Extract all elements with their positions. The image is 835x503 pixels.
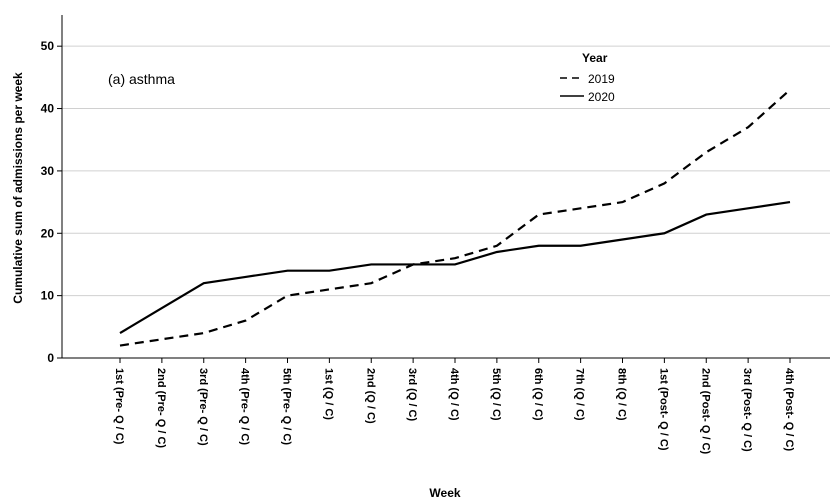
x-tick-label: 1st (Q / C) <box>322 368 334 420</box>
line-series <box>119 89 791 347</box>
x-tick-label: 8th (Q / C) <box>616 368 628 421</box>
x-tick-label: 6th (Q / C) <box>532 368 544 421</box>
x-tick-label: 3rd (Pre- Q / C) <box>197 368 209 446</box>
y-tick-label: 50 <box>41 39 55 53</box>
line-series <box>119 201 791 334</box>
x-tick-label: 1st (Pre- Q / C) <box>113 368 125 445</box>
x-tick-label: 2nd (Pre- Q / C) <box>155 368 167 448</box>
y-tick-label: 40 <box>41 102 55 116</box>
annotation: (a) asthma <box>108 71 175 87</box>
x-tick-label: 2nd (Q / C) <box>364 368 376 424</box>
x-tick-label: 4th (Q / C) <box>448 368 460 421</box>
x-tick-label: 5th (Q / C) <box>490 368 502 421</box>
x-tick-label: 3rd (Q / C) <box>406 368 418 422</box>
y-axis-label: Cumulative sum of admissions per week <box>11 72 25 304</box>
legend-label: 2020 <box>588 90 615 104</box>
x-tick-label: 7th (Q / C) <box>574 368 586 421</box>
x-tick-label: 2nd (Post- Q / C) <box>699 368 711 455</box>
y-tick-label: 30 <box>41 164 55 178</box>
y-tick-label: 10 <box>41 289 55 303</box>
legend-title: Year <box>582 51 608 65</box>
x-axis-label: Week <box>429 486 460 500</box>
legend-label: 2019 <box>588 72 615 86</box>
x-tick-label: 3rd (Post- Q / C) <box>741 368 753 452</box>
x-tick-label: 1st (Post- Q / C) <box>657 368 669 451</box>
x-tick-label: 4th (Pre- Q / C) <box>239 368 251 445</box>
y-tick-label: 20 <box>41 226 55 240</box>
x-tick-label: 4th (Post- Q / C) <box>783 368 795 451</box>
x-tick-label: 5th (Pre- Q / C) <box>281 368 293 445</box>
y-tick-label: 0 <box>47 351 54 365</box>
